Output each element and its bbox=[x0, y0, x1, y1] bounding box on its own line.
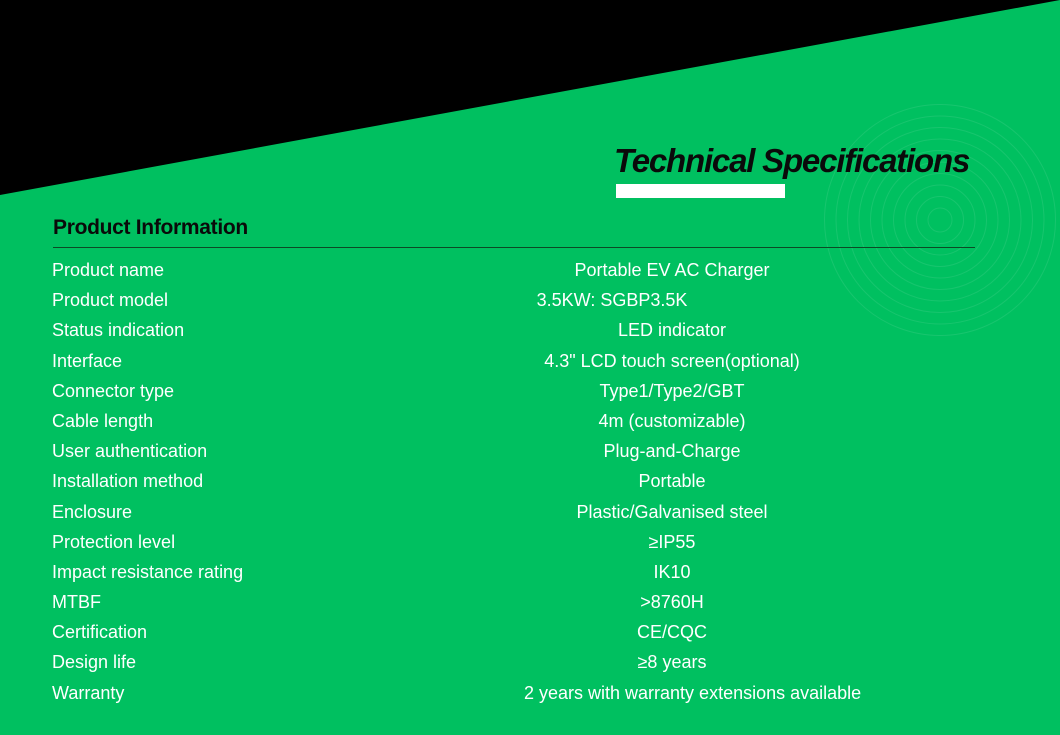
spec-label: Design life bbox=[52, 652, 137, 673]
spec-value: Portable EV AC Charger bbox=[574, 260, 770, 280]
spec-label: Impact resistance rating bbox=[52, 561, 244, 582]
spec-label: Status indication bbox=[52, 320, 185, 341]
spec-label: Protection level bbox=[52, 531, 176, 552]
spec-label: Interface bbox=[52, 350, 123, 371]
spec-label: Warranty bbox=[52, 682, 125, 703]
spec-value: 4.3" LCD touch screen(optional) bbox=[544, 350, 800, 371]
spec-value: >8760H bbox=[640, 592, 704, 613]
spec-row: Cable length 4m (customizable) bbox=[52, 407, 952, 437]
spec-row: User authentication Plug-and-Charge bbox=[52, 437, 952, 467]
spec-value: Plug-and-Charge bbox=[603, 441, 741, 462]
spec-row: MTBF >8760H bbox=[52, 588, 952, 618]
spec-value: Plastic/Galvanised steel bbox=[576, 501, 768, 522]
spec-row: Status indication LED indicator bbox=[52, 316, 952, 346]
spec-row: Design life ≥8 years bbox=[52, 648, 952, 678]
spec-value: Portable bbox=[638, 471, 706, 492]
spec-label: Certification bbox=[52, 622, 148, 643]
spec-label: MTBF bbox=[52, 592, 101, 613]
spec-value: 2 years with warranty extensions availab… bbox=[524, 682, 862, 703]
spec-row: Warranty 2 years with warranty extensions… bbox=[52, 679, 952, 709]
spec-label: Installation method bbox=[52, 471, 204, 492]
spec-row: Protection level ≥IP55 bbox=[52, 528, 952, 558]
section-divider bbox=[53, 247, 975, 248]
title-underline-bar bbox=[616, 184, 785, 198]
spec-row: Impact resistance rating IK10 bbox=[52, 558, 952, 588]
spec-value: ≥8 years bbox=[637, 652, 707, 673]
spec-value: 4m (customizable) bbox=[598, 410, 746, 431]
spec-label: Product name bbox=[52, 260, 165, 280]
spec-label: User authentication bbox=[52, 441, 208, 462]
spec-value: LED indicator bbox=[617, 320, 727, 341]
spec-value: 3.5KW: SGBP3.5K bbox=[536, 290, 688, 311]
section-title: Product Information bbox=[53, 216, 248, 239]
spec-row: Enclosure Plastic/Galvanised steel bbox=[52, 498, 952, 528]
spec-row: Connector type Type1/Type2/GBT bbox=[52, 377, 952, 407]
spec-row: Interface 4.3" LCD touch screen(optional) bbox=[52, 347, 952, 377]
spec-value: Type1/Type2/GBT bbox=[599, 380, 745, 401]
spec-value: IK10 bbox=[653, 561, 691, 582]
spec-label: Product model bbox=[52, 290, 169, 311]
spec-row: Product model 3.5KW: SGBP3.5K bbox=[52, 286, 952, 316]
spec-row: Product name Portable EV AC Charger bbox=[52, 256, 952, 286]
spec-row: Certification CE/CQC bbox=[52, 618, 952, 648]
spec-label: Enclosure bbox=[52, 501, 133, 522]
spec-value: ≥IP55 bbox=[648, 531, 696, 552]
spec-label: Connector type bbox=[52, 380, 175, 401]
spec-row: Installation method Portable bbox=[52, 467, 952, 497]
spec-value: CE/CQC bbox=[636, 622, 707, 643]
ripple-ring bbox=[824, 104, 1056, 336]
page-title: Technical Specifications bbox=[614, 142, 970, 179]
spec-table: Product name Portable EV AC Charger Produ… bbox=[52, 256, 952, 709]
spec-label: Cable length bbox=[52, 410, 154, 431]
